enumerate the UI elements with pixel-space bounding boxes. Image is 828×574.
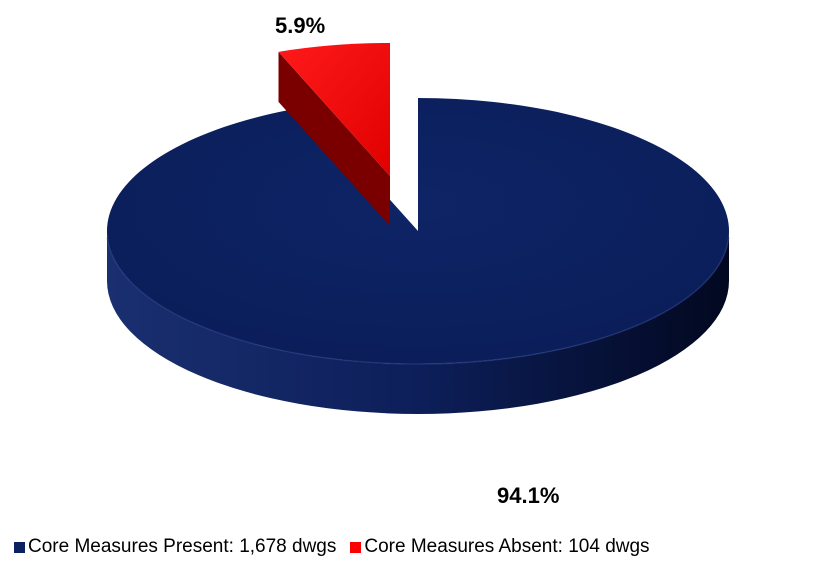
legend-item-present: Core Measures Present: 1,678 dwgs bbox=[14, 536, 336, 558]
pie-slices bbox=[106, 43, 730, 414]
slice-absent bbox=[278, 43, 390, 176]
legend-item-absent: Core Measures Absent: 104 dwgs bbox=[350, 536, 650, 558]
legend-swatch-present bbox=[14, 541, 25, 553]
slice-wall-absent bbox=[278, 51, 390, 226]
data-label-absent: 5.9% bbox=[275, 13, 325, 38]
slice-side-present bbox=[107, 231, 729, 414]
slice-present bbox=[106, 98, 729, 365]
legend-label-present: Core Measures Present: 1,678 dwgs bbox=[28, 536, 337, 557]
legend: Core Measures Present: 1,678 dwgs Core M… bbox=[14, 536, 664, 558]
legend-label-absent: Core Measures Absent: 104 dwgs bbox=[364, 536, 650, 557]
slice-rim-present bbox=[106, 237, 730, 365]
data-label-present: 94.1% bbox=[497, 483, 559, 508]
legend-swatch-absent bbox=[350, 541, 362, 553]
